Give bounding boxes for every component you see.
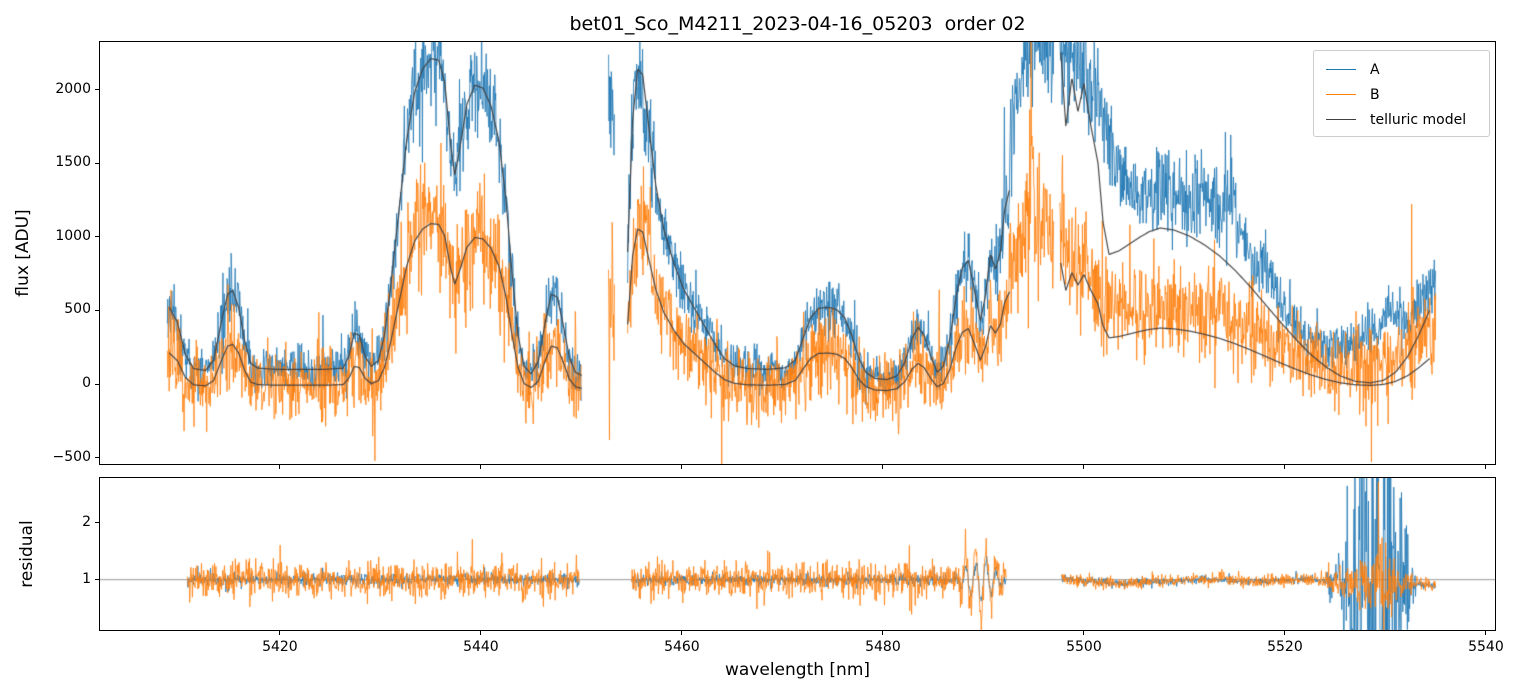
y-tick-label: 1500: [55, 154, 91, 171]
flux-plot-canvas: [99, 41, 1496, 465]
residual-plot-canvas: [99, 477, 1496, 631]
x-tick-label: 5500: [1066, 639, 1102, 655]
y-tick-label: 2: [82, 513, 91, 530]
x-tick-label: 5420: [262, 639, 298, 655]
y-tick-label: 1: [82, 570, 91, 587]
x-tick-mark: [882, 465, 884, 469]
x-tick-mark: [1485, 465, 1487, 469]
legend-entry-b: B: [1326, 82, 1489, 107]
y-tick-label: 1000: [55, 227, 91, 244]
x-tick-mark: [681, 631, 683, 635]
legend-label-b: B: [1370, 86, 1380, 103]
x-tick-mark: [1485, 631, 1487, 635]
legend-line-b-icon: [1326, 94, 1356, 95]
residual-y-axis-label: residual: [17, 520, 37, 588]
x-tick-label: 5480: [865, 639, 901, 655]
legend-label-a: A: [1370, 61, 1380, 78]
y-tick-mark: [95, 579, 99, 581]
y-tick-label: 0: [82, 375, 91, 392]
x-tick-mark: [279, 631, 281, 635]
y-tick-label: 500: [64, 301, 91, 318]
x-tick-mark: [279, 465, 281, 469]
x-tick-mark: [1083, 631, 1085, 635]
legend-entry-telluric: telluric model: [1326, 107, 1489, 132]
legend-label-telluric: telluric model: [1370, 111, 1467, 128]
y-tick-mark: [95, 309, 99, 311]
chart-title: bet01_Sco_M4211_2023-04-16_05203 order 0…: [569, 13, 1026, 35]
y-tick-label: −500: [52, 448, 91, 465]
y-tick-label: 2000: [55, 80, 91, 97]
x-tick-mark: [1083, 465, 1085, 469]
y-tick-mark: [95, 522, 99, 524]
x-axis-label: wavelength [nm]: [724, 660, 871, 680]
x-tick-mark: [480, 631, 482, 635]
legend-entry-a: A: [1326, 57, 1489, 82]
x-tick-label: 5520: [1267, 639, 1303, 655]
x-tick-mark: [882, 631, 884, 635]
legend: A B telluric model: [1313, 50, 1490, 137]
x-tick-label: 5460: [664, 639, 700, 655]
y-tick-mark: [95, 162, 99, 164]
legend-line-telluric-icon: [1326, 119, 1356, 120]
x-tick-label: 5540: [1468, 639, 1504, 655]
x-tick-label: 5440: [463, 639, 499, 655]
x-tick-mark: [681, 465, 683, 469]
y-tick-mark: [95, 383, 99, 385]
x-tick-mark: [1284, 631, 1286, 635]
x-tick-mark: [1284, 465, 1286, 469]
x-tick-mark: [480, 465, 482, 469]
y-tick-mark: [95, 457, 99, 459]
y-tick-mark: [95, 89, 99, 91]
y-tick-mark: [95, 236, 99, 238]
legend-line-a-icon: [1326, 69, 1356, 70]
